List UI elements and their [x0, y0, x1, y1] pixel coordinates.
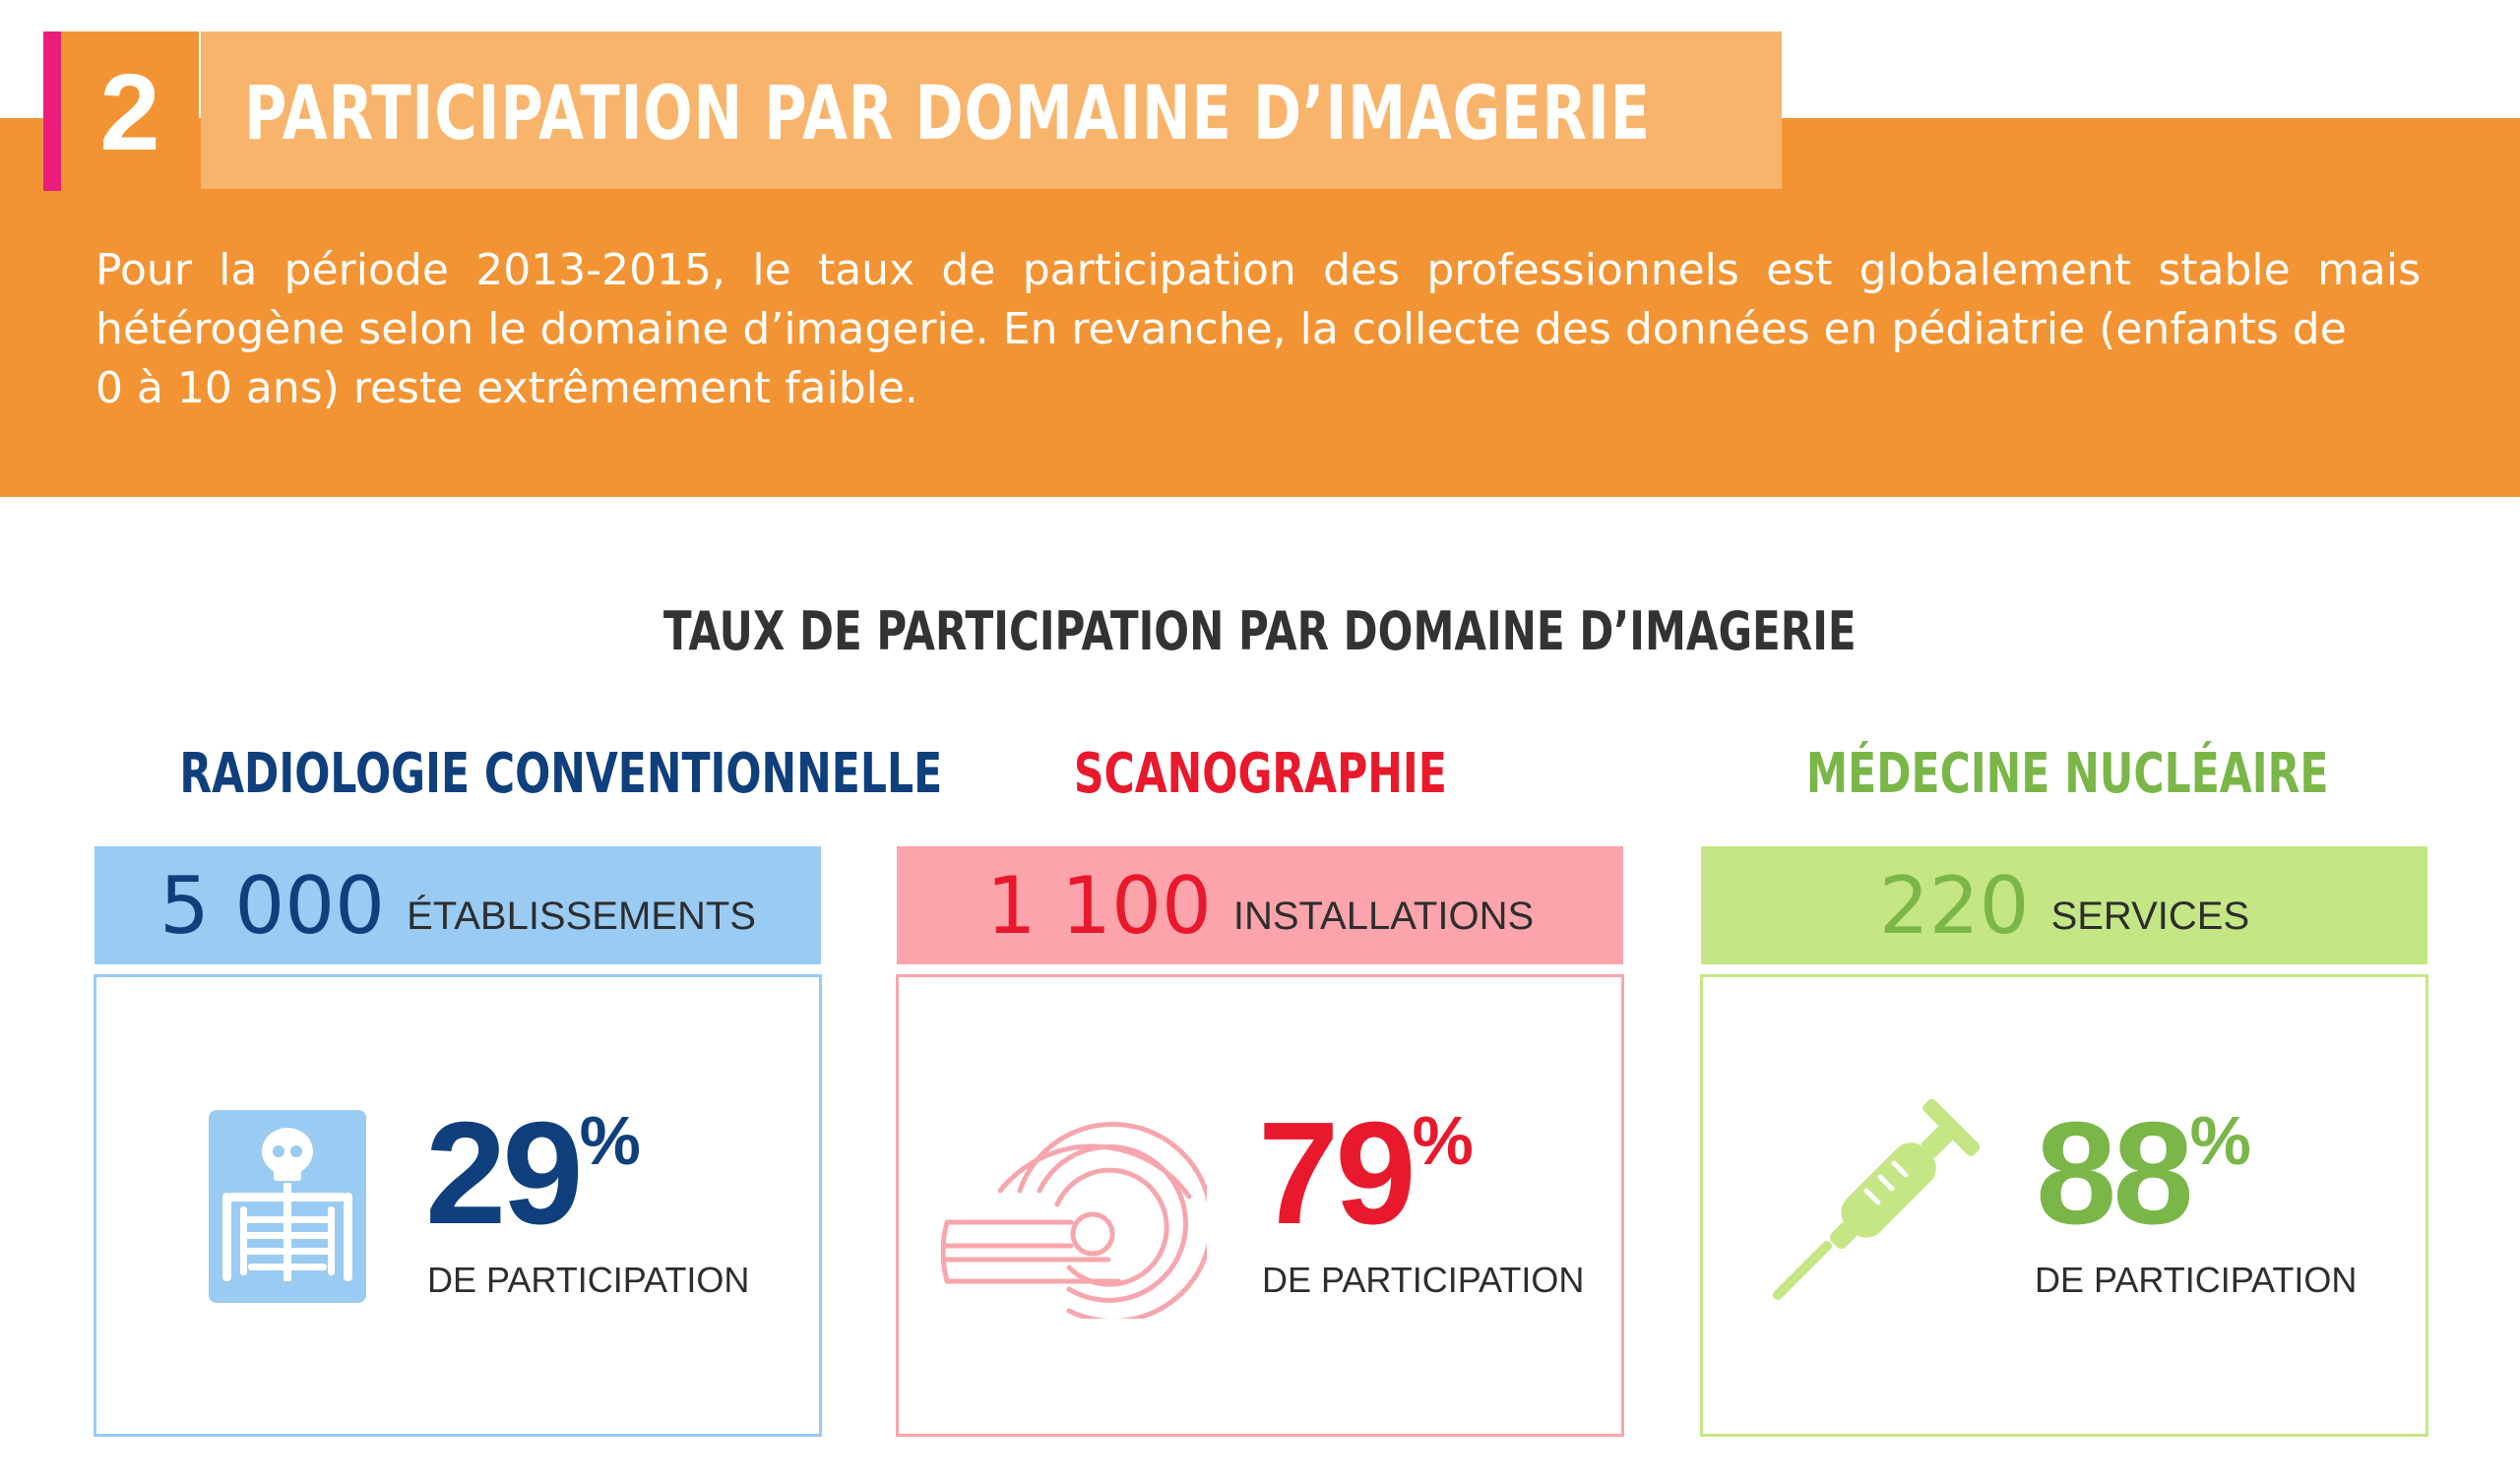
card-medecine-nucleaire: [1700, 974, 2428, 1437]
section-title: PARTICIPATION PAR DOMAINE D’IMAGERIE: [244, 69, 1651, 156]
count-value: 1 100: [985, 859, 1212, 952]
participation-label: DE PARTICIPATION: [427, 1260, 750, 1300]
section-number-box: [61, 31, 199, 191]
count-unit: SERVICES: [2050, 894, 2250, 938]
count-box-radiologie: 5 000 ÉTABLISSEMENTS: [94, 846, 821, 964]
ct-scanner-icon: [941, 1121, 1207, 1319]
participation-label: DE PARTICIPATION: [2035, 1260, 2358, 1300]
section-title-box: [201, 31, 1782, 189]
count-unit: INSTALLATIONS: [1232, 894, 1535, 938]
domain-title-radiologie: RADIOLOGIE CONVENTIONNELLE: [179, 742, 943, 806]
domain-title-scanographie: SCANOGRAPHIE: [1073, 742, 1447, 806]
participation-label: DE PARTICIPATION: [1262, 1260, 1585, 1300]
domain-title-medecine-nucleaire: MÉDECINE NUCLÉAIRE: [1805, 742, 2329, 806]
intro-paragraph: Pour la période 2013-2015, le taux de pa…: [95, 241, 2421, 418]
count-box-medecine-nucleaire: 220 SERVICES: [1701, 846, 2427, 964]
count-unit: ÉTABLISSEMENTS: [407, 894, 756, 938]
count-value: 220: [1878, 859, 2030, 952]
participation-rate-radiologie: 29%: [425, 1092, 641, 1255]
xray-skeleton-icon: [209, 1110, 366, 1303]
chart-title: TAUX DE PARTICIPATION PAR DOMAINE D’IMAG…: [663, 600, 1857, 662]
intro-text: Pour la période 2013-2015, le taux de pa…: [95, 245, 2421, 354]
card-scanographie: [896, 974, 1624, 1437]
participation-rate-scanographie: 79%: [1258, 1092, 1474, 1255]
participation-rate-medecine-nucleaire: 88%: [2036, 1092, 2251, 1255]
intro-text-last: 0 à 10 ans) reste extrêmement faible.: [95, 363, 918, 413]
syringe-icon: [1773, 1098, 1981, 1300]
count-box-scanographie: 1 100 INSTALLATIONS: [897, 846, 1623, 964]
count-value: 5 000: [159, 859, 386, 952]
section-number: 2: [99, 52, 160, 173]
